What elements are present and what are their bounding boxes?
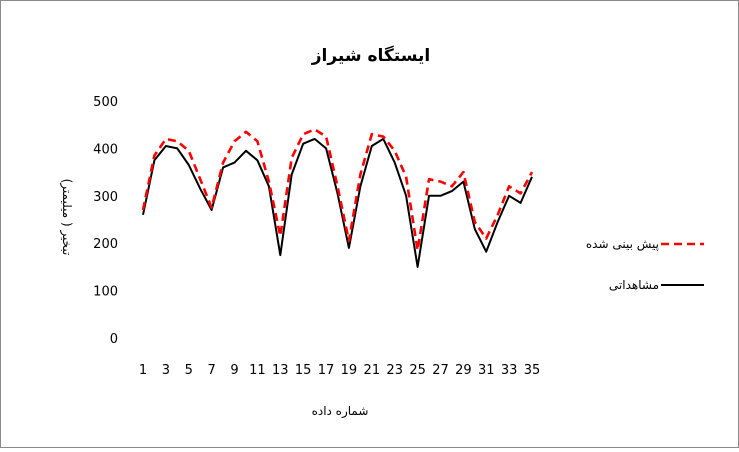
- y-tick-label: 200: [93, 237, 118, 252]
- y-tick-label: 500: [93, 95, 118, 110]
- x-tick-label: 33: [501, 363, 518, 378]
- legend: پیش بینی شده مشاهداتی: [586, 237, 704, 292]
- y-axis-ticks: 0 100 200 300 400 500: [93, 95, 118, 347]
- x-axis-label: شماره داده: [312, 404, 369, 419]
- x-tick-label: 5: [185, 363, 193, 378]
- x-tick-label: 29: [455, 363, 472, 378]
- x-tick-label: 23: [386, 363, 403, 378]
- x-tick-label: 25: [409, 363, 426, 378]
- y-tick-label: 100: [93, 285, 118, 300]
- x-tick-label: 15: [295, 363, 312, 378]
- x-tick-label: 35: [524, 363, 541, 378]
- series-line-observed: [142, 137, 533, 268]
- x-tick-label: 17: [318, 363, 335, 378]
- y-axis-label: تبخیر ( میلیمتر): [59, 179, 74, 256]
- x-tick-label: 13: [272, 363, 289, 378]
- x-tick-label: 31: [478, 363, 495, 378]
- y-tick-label: 300: [93, 190, 118, 205]
- x-tick-label: 21: [364, 363, 381, 378]
- x-tick-label: 27: [432, 363, 449, 378]
- chart-title: ایستگاه شیراز: [311, 45, 431, 66]
- legend-label-predicted: پیش بینی شده: [586, 237, 659, 252]
- x-tick-label: 1: [139, 363, 147, 378]
- x-tick-label: 7: [208, 363, 216, 378]
- x-tick-label: 9: [230, 363, 238, 378]
- y-tick-label: 400: [93, 142, 118, 157]
- series-layer: [141, 128, 534, 268]
- x-tick-label: 11: [249, 363, 266, 378]
- y-tick-label: 0: [110, 332, 118, 347]
- legend-label-observed: مشاهداتی: [609, 278, 659, 292]
- x-tick-label: 3: [162, 363, 170, 378]
- x-tick-label: 19: [341, 363, 358, 378]
- x-axis-ticks: 1 3 5 7 9 11 13 15 17 19 21 23 25 27 29 31 33 35: [139, 363, 540, 378]
